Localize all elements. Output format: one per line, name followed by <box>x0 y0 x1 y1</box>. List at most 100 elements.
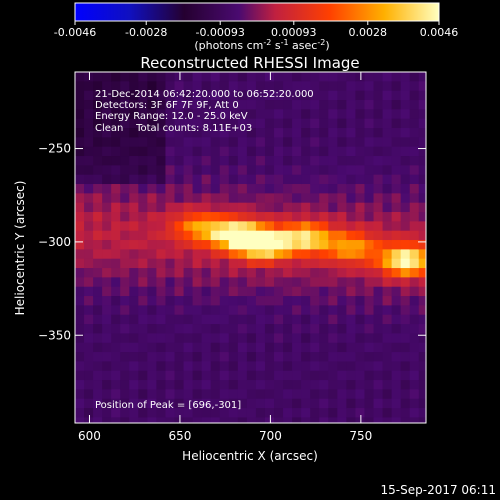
heatmap-cell <box>210 286 221 297</box>
heatmap-cell <box>409 212 420 222</box>
heatmap-cell <box>319 174 329 185</box>
heatmap-cell <box>255 221 266 232</box>
heatmap-cell <box>409 109 420 120</box>
heatmap-cell <box>120 118 130 129</box>
heatmap-cell <box>156 324 167 334</box>
heatmap-cell <box>337 370 347 381</box>
heatmap-cell <box>400 408 411 418</box>
heatmap-cell <box>400 389 411 400</box>
heatmap-cell <box>237 352 248 362</box>
colorbar-tick-label: -0.00093 <box>195 26 244 39</box>
heatmap-cell <box>210 352 221 362</box>
heatmap-cell <box>138 137 148 148</box>
heatmap-cell <box>84 380 94 390</box>
heatmap-cell <box>264 137 275 148</box>
heatmap-cell <box>75 277 85 288</box>
heatmap-cell <box>237 305 248 316</box>
heatmap-cell <box>93 146 103 157</box>
heatmap-cell <box>246 193 257 204</box>
heatmap-cell <box>373 268 384 278</box>
heatmap-cell <box>174 146 185 157</box>
heatmap-cell <box>129 184 139 194</box>
heatmap-cell <box>418 398 426 409</box>
heatmap-cell <box>400 90 411 101</box>
heatmap-cell <box>301 240 311 250</box>
heatmap-cell <box>319 165 329 176</box>
heatmap-cell <box>255 398 266 409</box>
heatmap-cell <box>174 90 185 101</box>
heatmap-cell <box>264 268 275 278</box>
heatmap-cell <box>382 128 393 138</box>
heatmap-cell <box>391 156 402 166</box>
heatmap-cell <box>237 314 248 325</box>
heatmap-cell <box>192 109 203 120</box>
heatmap-cell <box>120 165 130 176</box>
heatmap-cell <box>165 314 176 325</box>
heatmap-cell <box>292 137 302 148</box>
heatmap-cell <box>400 286 411 297</box>
heatmap-cell <box>337 324 347 334</box>
heatmap-cell <box>283 128 293 138</box>
heatmap-cell <box>183 249 194 260</box>
heatmap-cell <box>75 146 85 157</box>
heatmap-cell <box>156 342 167 353</box>
heatmap-cell <box>400 202 411 213</box>
heatmap-cell <box>355 324 366 334</box>
heatmap-cell <box>111 314 121 325</box>
heatmap-cell <box>237 240 248 250</box>
heatmap-cell <box>102 146 112 157</box>
heatmap-cell <box>237 221 248 232</box>
heatmap-cell <box>355 240 366 250</box>
heatmap-cell <box>283 380 293 390</box>
heatmap-cell <box>75 72 85 82</box>
heatmap-cell <box>310 202 320 213</box>
heatmap-cell <box>255 137 266 148</box>
heatmap-cell <box>192 286 203 297</box>
heatmap-cell <box>264 314 275 325</box>
heatmap-cell <box>174 398 185 409</box>
heatmap-cell <box>102 118 112 129</box>
heatmap-cell <box>274 417 284 423</box>
heatmap-cell <box>192 342 203 353</box>
heatmap-cell <box>174 370 185 381</box>
heatmap-cell <box>237 361 248 372</box>
heatmap-cell <box>274 221 284 232</box>
heatmap-cell <box>391 137 402 148</box>
heatmap-cell <box>120 221 130 232</box>
heatmap-cell <box>391 342 402 353</box>
heatmap-cell <box>337 212 347 222</box>
heatmap-cell <box>147 408 158 418</box>
heatmap-cell <box>129 146 139 157</box>
heatmap-cell <box>391 324 402 334</box>
heatmap-cell <box>283 156 293 166</box>
heatmap-cell <box>111 174 121 185</box>
heatmap-cell <box>219 258 230 269</box>
heatmap-cell <box>292 258 302 269</box>
heatmap-cell <box>111 380 121 390</box>
heatmap-cell <box>292 72 302 82</box>
heatmap-cell <box>328 137 338 148</box>
heatmap-cell <box>192 305 203 316</box>
heatmap-cell <box>183 286 194 297</box>
heatmap-cell <box>120 361 130 372</box>
heatmap-cell <box>111 221 121 232</box>
heatmap-cell <box>355 305 366 316</box>
heatmap-cell <box>409 230 420 241</box>
heatmap-cell <box>373 72 384 82</box>
heatmap-cell <box>111 361 121 372</box>
heatmap-cell <box>346 165 357 176</box>
heatmap-cell <box>246 118 257 129</box>
heatmap-cell <box>93 268 103 278</box>
heatmap-cell <box>409 202 420 213</box>
heatmap-cell <box>111 156 121 166</box>
heatmap-cell <box>219 109 230 120</box>
heatmap-cell <box>228 118 239 129</box>
heatmap-cell <box>328 100 338 110</box>
heatmap-cell <box>264 72 275 82</box>
heatmap-cell <box>391 72 402 82</box>
heatmap-cell <box>93 342 103 353</box>
axis-ticks: 600 650 700 750−250−300−350 <box>38 72 426 443</box>
heatmap-cell <box>210 193 221 204</box>
heatmap-cell <box>147 258 158 269</box>
